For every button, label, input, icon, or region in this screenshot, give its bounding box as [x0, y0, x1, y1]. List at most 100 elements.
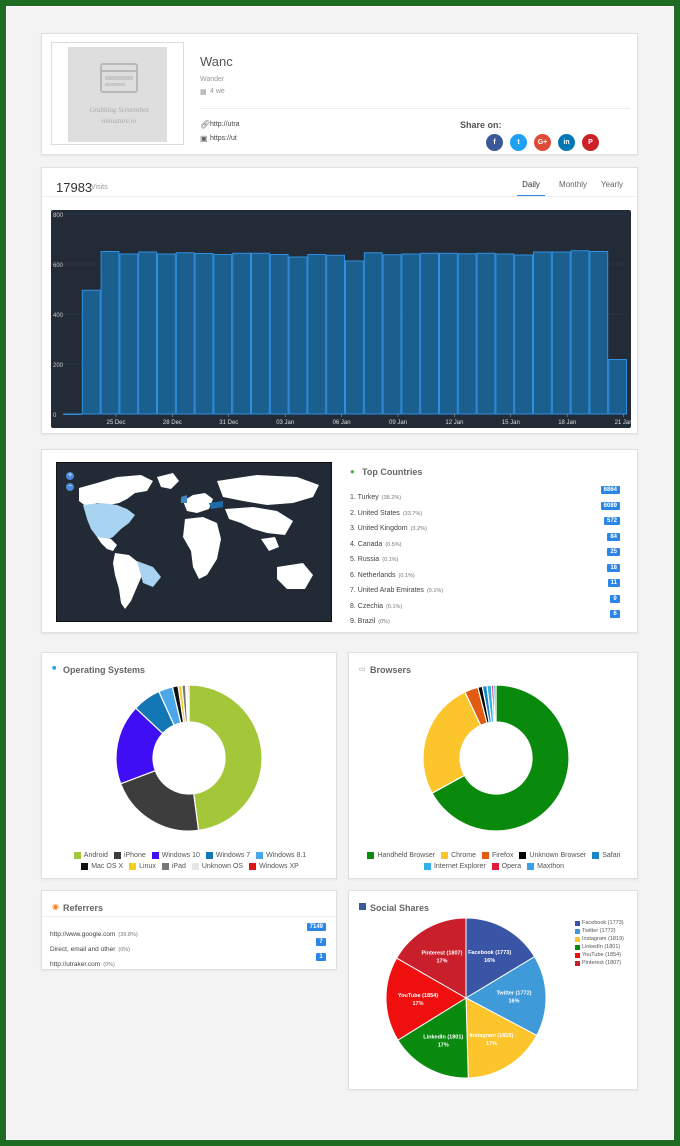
referrer-row[interactable]: http://www.google.com (39.8%) 7149 — [50, 923, 326, 938]
legend-item[interactable]: iPhone — [113, 851, 146, 860]
site-info-card: Grabbing Screenshot miniature.io Wanc Wa… — [41, 33, 638, 155]
legend-swatch — [575, 920, 580, 926]
tab-daily[interactable]: Daily — [517, 180, 546, 197]
legend-item[interactable]: Windows 7 — [205, 851, 250, 860]
legend-label: Android — [83, 852, 108, 859]
referrer-row[interactable]: http://utraker.com (0%) 1 — [50, 953, 326, 968]
browsers-donut-chart — [422, 684, 570, 832]
legend-item[interactable]: Pinterest (1807) — [575, 959, 624, 967]
referrers-card: ◉ Referrers http://www.google.com (39.8%)… — [41, 890, 337, 970]
legend-swatch — [151, 852, 159, 859]
site-thumbnail[interactable]: Grabbing Screenshot miniature.io — [51, 42, 184, 145]
browsers-card: ▭ Browsers Handheld Browser Chrome Firefox… — [348, 652, 638, 879]
legend-item[interactable]: YouTube (1854) — [575, 951, 624, 959]
legend-item[interactable]: Windows XP — [249, 862, 299, 871]
x-tick-label: 06 Jan — [333, 420, 351, 426]
slice-youtube — [385, 957, 467, 1041]
social-card: Social Shares Facebook (1773) 16% Twitter … — [348, 890, 638, 1090]
country-row[interactable]: 2. United States (33.7%) 6089 — [350, 501, 620, 517]
site-url-http[interactable]: http://utra — [210, 121, 240, 128]
twitter-share-button[interactable]: t — [510, 134, 527, 151]
slice-label: YouTube (1854) — [398, 993, 438, 999]
country-name: 3. United Kingdom — [350, 525, 408, 532]
zoom-out-button[interactable]: − — [66, 483, 74, 491]
slice-pinterest — [395, 917, 467, 999]
pinterest-share-button[interactable]: P — [582, 134, 599, 151]
legend-swatch — [367, 852, 375, 859]
country-percent: (0.1%) — [382, 557, 399, 563]
legend-item[interactable]: Firefox — [481, 851, 513, 860]
legend-item[interactable]: Safari — [592, 851, 621, 860]
referrer-count-badge: 1 — [316, 953, 326, 961]
legend-item[interactable]: Mac OS X — [81, 862, 123, 871]
google-plus-share-button[interactable]: G+ — [534, 134, 551, 151]
browser-window-icon — [100, 63, 138, 93]
referrer-name: Direct, email and other — [50, 946, 116, 953]
legend-label: Unknown OS — [201, 863, 244, 870]
legend-item[interactable]: Windows 8.1 — [256, 851, 306, 860]
twitter-icon: t — [517, 139, 520, 146]
link-icon: 🔗︎ — [200, 120, 211, 129]
country-row[interactable]: 1. Turkey (38.2%) 6864 — [350, 486, 620, 501]
bar — [63, 413, 82, 415]
facebook-square-icon — [359, 903, 366, 910]
slice-instagram — [465, 997, 538, 1079]
linkedin-share-button[interactable]: in — [558, 134, 575, 151]
legend-item[interactable]: Instagram (1819) — [575, 935, 624, 943]
legend-item[interactable]: Windows 10 — [151, 851, 200, 860]
legend-item[interactable]: Handheld Browser — [367, 851, 435, 860]
country-row[interactable]: 3. United Kingdom (3.2%) 572 — [350, 517, 620, 532]
legend-label: YouTube (1854) — [582, 952, 622, 958]
legend-label: Twitter (1772) — [582, 928, 616, 934]
legend-item[interactable]: Unknown OS — [191, 862, 244, 871]
country-row[interactable]: 4. Canada (0.5%) 84 — [350, 532, 620, 548]
bar — [138, 251, 157, 415]
legend-item[interactable]: Unknown Browser — [519, 851, 586, 860]
x-tick-label: 18 Jan — [558, 420, 576, 426]
referrer-name: http://utraker.com — [50, 961, 101, 968]
country-percent: (0.1%) — [398, 572, 415, 579]
country-row[interactable]: 7. United Arab Emirates (0.1%) 11 — [350, 579, 620, 594]
legend-label: Handheld Browser — [377, 852, 436, 859]
os-title: Operating Systems — [63, 665, 146, 675]
site-url-https[interactable]: https://ut — [210, 135, 237, 142]
country-percent: (38.2%) — [381, 495, 402, 501]
os-donut-chart — [115, 684, 263, 832]
x-tick-label: 25 Dec — [106, 420, 125, 426]
legend-item[interactable]: Linux — [129, 862, 156, 871]
tab-monthly[interactable]: Monthly — [559, 180, 588, 189]
legend-item[interactable]: Opera — [491, 862, 521, 871]
legend-item[interactable]: Twitter (1772) — [575, 927, 624, 935]
country-row[interactable]: 9. Brazil (0%) 6 — [350, 610, 620, 625]
legend-item[interactable]: LinkedIn (1801) — [575, 943, 624, 951]
tab-yearly[interactable]: Yearly — [601, 180, 623, 189]
country-row[interactable]: 5. Russia (0.1%) 25 — [350, 548, 620, 563]
bar — [533, 251, 552, 415]
country-row[interactable]: 6. Netherlands (0.1%) 18 — [350, 563, 620, 579]
legend-item[interactable]: iPad — [161, 862, 186, 871]
world-map[interactable]: + − — [56, 462, 332, 622]
slice-facebook — [465, 917, 536, 999]
x-tick-label: 09 Jan — [389, 420, 407, 426]
zoom-in-button[interactable]: + — [66, 472, 74, 480]
legend-label: Windows XP — [259, 863, 299, 870]
x-tick-label: 31 Dec — [219, 420, 238, 426]
referrer-row[interactable]: Direct, email and other (0%) 7 — [50, 938, 326, 953]
bar — [363, 252, 383, 415]
bar — [119, 253, 139, 415]
legend-swatch — [527, 863, 535, 870]
country-name: 5. Russia — [350, 556, 380, 563]
legend-item[interactable]: Android — [73, 851, 108, 860]
slice-twitter — [464, 956, 547, 1037]
legend-item[interactable]: Maxthon — [527, 862, 564, 871]
legend-swatch — [191, 863, 199, 870]
slice-label: Instagram (1819) — [469, 1033, 513, 1039]
browser-icon: ▭ — [359, 666, 366, 673]
country-row[interactable]: 8. Czechia (0.1%) 9 — [350, 594, 620, 610]
referrer-percent: (39.8%) — [118, 932, 138, 938]
facebook-share-button[interactable]: f — [486, 134, 503, 151]
legend-item[interactable]: Chrome — [441, 851, 476, 860]
bar — [439, 252, 458, 415]
legend-item[interactable]: Facebook (1773) — [575, 919, 624, 927]
legend-item[interactable]: Internet Explorer — [423, 862, 486, 871]
